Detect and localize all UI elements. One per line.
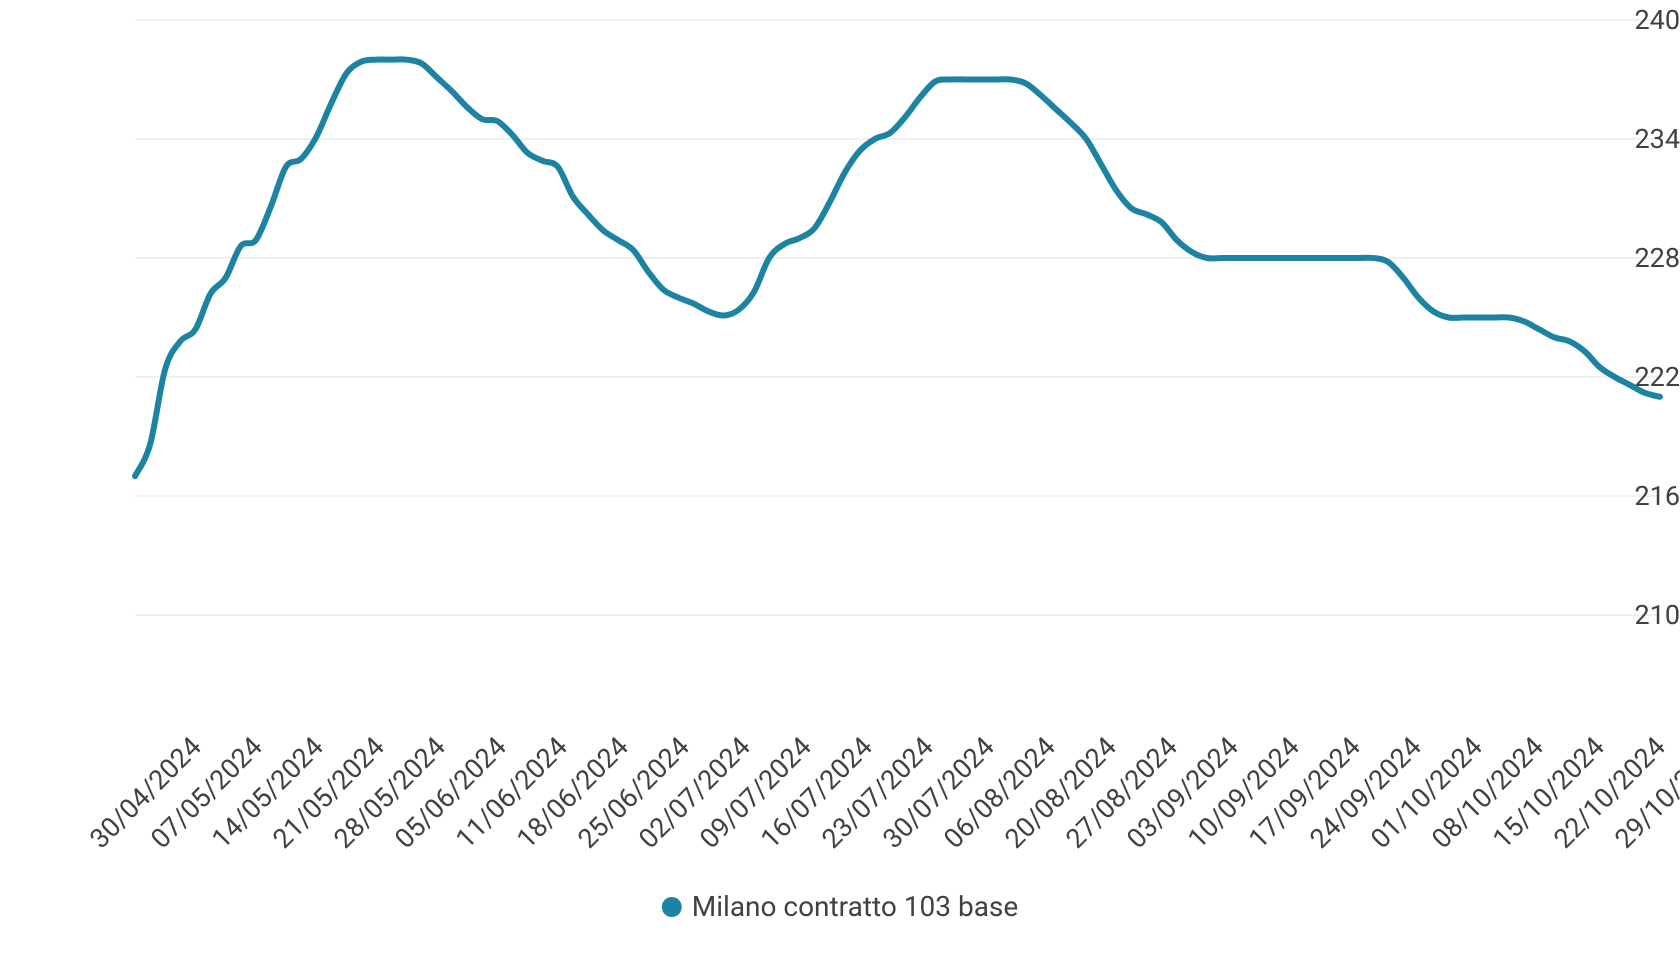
y-tick-label: 240 — [1561, 4, 1680, 36]
y-tick-label: 210 — [1561, 599, 1680, 631]
y-tick-label: 228 — [1561, 242, 1680, 274]
legend-marker — [662, 897, 682, 917]
y-tick-label: 222 — [1561, 361, 1680, 393]
y-tick-label: 216 — [1561, 480, 1680, 512]
legend: Milano contratto 103 base — [662, 890, 1018, 923]
series-line-milano-103 — [135, 59, 1660, 476]
legend-label: Milano contratto 103 base — [692, 890, 1018, 923]
y-tick-label: 234 — [1561, 123, 1680, 155]
line-chart: 210216222228234240 30/04/202407/05/20241… — [0, 0, 1680, 960]
